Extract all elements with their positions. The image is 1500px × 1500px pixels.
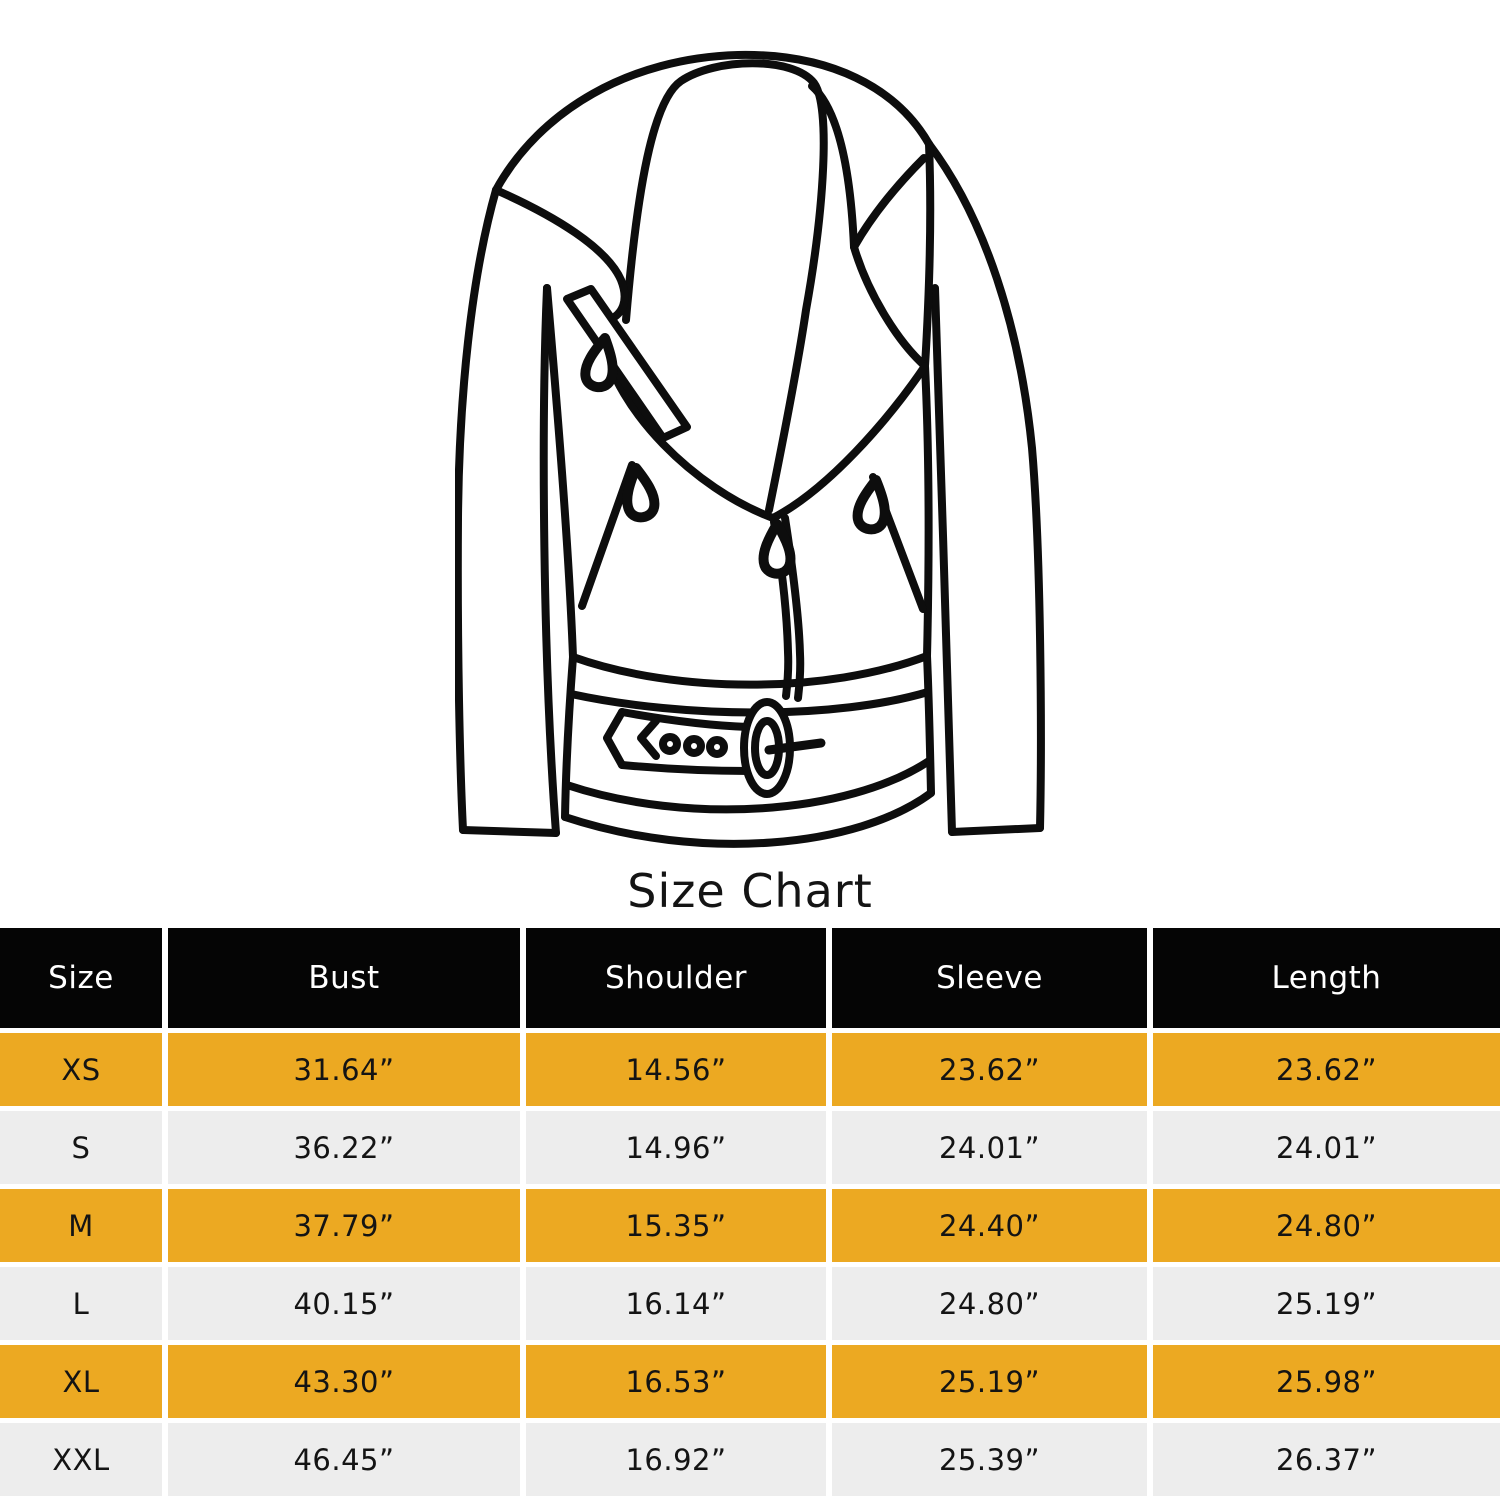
collar-arc bbox=[492, 50, 933, 194]
cell-shoulder: 16.53” bbox=[526, 1340, 832, 1418]
size-chart-table: Size Bust Shoulder Sleeve Length XS 31.6… bbox=[0, 928, 1500, 1496]
table-row-m: M 37.79” 15.35” 24.40” 24.80” bbox=[0, 1184, 1500, 1262]
strap-hole bbox=[706, 736, 728, 758]
cell-bust: 31.64” bbox=[168, 1028, 526, 1106]
cell-shoulder: 15.35” bbox=[526, 1184, 832, 1262]
cell-length: 24.01” bbox=[1153, 1106, 1500, 1184]
right-lapel-fold bbox=[921, 140, 935, 370]
table-row-xs: XS 31.64” 14.56” 23.62” 23.62” bbox=[0, 1028, 1500, 1106]
right-sleeve-outer bbox=[925, 140, 1045, 832]
main-zip-pull bbox=[764, 524, 791, 574]
left-sleeve-inner bbox=[539, 284, 560, 837]
left-waist-zip bbox=[578, 461, 636, 610]
cell-bust: 43.30” bbox=[168, 1340, 526, 1418]
cell-sleeve: 24.40” bbox=[832, 1184, 1153, 1262]
cell-bust: 40.15” bbox=[168, 1262, 526, 1340]
jacket-line-art-svg bbox=[455, 50, 1045, 848]
column-header-shoulder: Shoulder bbox=[526, 928, 832, 1028]
chest-zip-band bbox=[563, 285, 691, 442]
buckle-prong bbox=[764, 738, 826, 755]
cell-sleeve: 24.80” bbox=[832, 1262, 1153, 1340]
strap-point bbox=[603, 708, 626, 769]
cell-length: 23.62” bbox=[1153, 1028, 1500, 1106]
column-header-size: Size bbox=[0, 928, 168, 1028]
cell-sleeve: 23.62” bbox=[832, 1028, 1153, 1106]
column-header-bust: Bust bbox=[168, 928, 526, 1028]
cell-sleeve: 25.39” bbox=[832, 1418, 1153, 1496]
right-waist-zip-pull bbox=[856, 478, 890, 531]
inner-collar bbox=[622, 59, 828, 514]
right-lapel-notch-upper bbox=[850, 154, 928, 251]
left-body-seam bbox=[543, 284, 577, 661]
cell-size: S bbox=[0, 1106, 168, 1184]
column-header-sleeve: Sleeve bbox=[832, 928, 1153, 1028]
cell-length: 25.98” bbox=[1153, 1340, 1500, 1418]
column-header-length: Length bbox=[1153, 928, 1500, 1028]
left-sleeve-outer bbox=[455, 186, 500, 834]
strap-bottom bbox=[618, 761, 754, 775]
left-cuff bbox=[459, 826, 560, 837]
table-row-xxl: XXL 46.45” 16.92” 25.39” 26.37” bbox=[0, 1418, 1500, 1496]
table-row-s: S 36.22” 14.96” 24.01” 24.01” bbox=[0, 1106, 1500, 1184]
table-row-xl: XL 43.30” 16.53” 25.19” 25.98” bbox=[0, 1340, 1500, 1418]
right-cuff bbox=[948, 824, 1044, 836]
cell-length: 24.80” bbox=[1153, 1184, 1500, 1262]
cell-shoulder: 16.92” bbox=[526, 1418, 832, 1496]
cell-shoulder: 16.14” bbox=[526, 1262, 832, 1340]
hem-edge bbox=[561, 789, 935, 848]
jacket-illustration bbox=[455, 46, 1045, 860]
cell-size: L bbox=[0, 1262, 168, 1340]
cell-size: M bbox=[0, 1184, 168, 1262]
cell-bust: 37.79” bbox=[168, 1184, 526, 1262]
cell-bust: 36.22” bbox=[168, 1106, 526, 1184]
cell-shoulder: 14.96” bbox=[526, 1106, 832, 1184]
right-lapel-notch-lower bbox=[850, 243, 929, 370]
table-header-row: Size Bust Shoulder Sleeve Length bbox=[0, 928, 1500, 1028]
cell-bust: 46.45” bbox=[168, 1418, 526, 1496]
cell-length: 25.19” bbox=[1153, 1262, 1500, 1340]
strap-hole bbox=[683, 735, 705, 757]
cell-size: XL bbox=[0, 1340, 168, 1418]
right-sleeve-inner bbox=[931, 284, 956, 836]
right-lapel-sweep bbox=[769, 362, 929, 522]
belt-right-edge bbox=[923, 652, 935, 797]
cell-shoulder: 14.56” bbox=[526, 1028, 832, 1106]
right-collar-roll bbox=[808, 82, 858, 251]
page-title: Size Chart bbox=[627, 864, 873, 918]
right-body-seam bbox=[921, 362, 933, 660]
waist-seam bbox=[569, 652, 931, 689]
cell-size: XS bbox=[0, 1028, 168, 1106]
strap-hole bbox=[659, 733, 681, 755]
table-row-l: L 40.15” 16.14” 24.80” 25.19” bbox=[0, 1262, 1500, 1340]
cell-sleeve: 24.01” bbox=[832, 1106, 1153, 1184]
cell-length: 26.37” bbox=[1153, 1418, 1500, 1496]
cell-sleeve: 25.19” bbox=[832, 1340, 1153, 1418]
strap-top bbox=[618, 708, 752, 731]
cell-size: XXL bbox=[0, 1418, 168, 1496]
strap-notch bbox=[637, 717, 660, 760]
belt-bottom-edge bbox=[563, 757, 933, 814]
belt-left-edge bbox=[561, 653, 577, 821]
